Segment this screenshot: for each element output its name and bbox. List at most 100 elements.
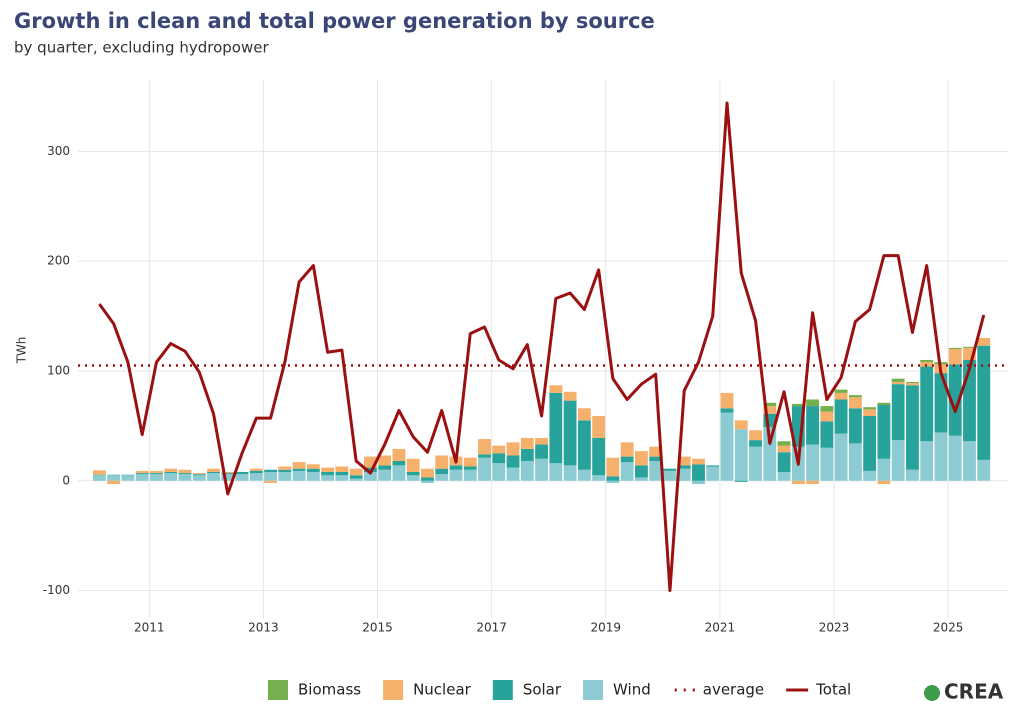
x-tick-label: 2019 xyxy=(590,621,621,635)
x-tick-label: 2017 xyxy=(476,621,507,635)
bar xyxy=(135,473,149,475)
bar xyxy=(592,437,606,476)
bar xyxy=(663,468,677,471)
bar xyxy=(335,471,349,476)
grid xyxy=(78,80,1008,618)
bar xyxy=(906,381,919,384)
legend-label: Total xyxy=(815,681,851,699)
bar xyxy=(734,480,748,482)
legend-label: Nuclear xyxy=(413,681,472,699)
bar xyxy=(363,456,377,468)
bar xyxy=(92,475,106,481)
bar xyxy=(791,403,805,407)
legend-swatch xyxy=(583,680,604,700)
bar xyxy=(563,400,577,466)
bar xyxy=(192,474,206,476)
bar xyxy=(449,469,463,481)
bar xyxy=(249,470,263,474)
bar xyxy=(649,446,663,457)
legend-label: Wind xyxy=(613,681,651,699)
bar xyxy=(720,392,734,409)
bar xyxy=(492,463,506,481)
bar xyxy=(848,395,862,398)
bar xyxy=(891,384,905,441)
bar xyxy=(306,464,320,469)
bar xyxy=(435,474,449,481)
bar xyxy=(421,480,434,483)
bar xyxy=(706,466,720,481)
bar xyxy=(164,468,178,472)
y-tick-label: 100 xyxy=(47,363,70,377)
bar xyxy=(848,408,862,444)
bar xyxy=(463,466,477,470)
bar xyxy=(606,457,620,477)
bar xyxy=(934,373,948,433)
bar xyxy=(592,415,606,438)
line xyxy=(98,101,986,593)
bar xyxy=(806,406,820,445)
bar xyxy=(264,471,277,481)
bar xyxy=(221,474,235,481)
bar xyxy=(435,468,449,475)
bar xyxy=(734,429,748,481)
bar xyxy=(877,404,891,459)
bar xyxy=(221,471,235,474)
bar xyxy=(649,456,663,461)
bar xyxy=(620,462,634,481)
bar xyxy=(121,474,135,476)
bar xyxy=(463,457,477,467)
x-tick-label: 2025 xyxy=(933,621,964,635)
bar xyxy=(378,455,392,466)
bar xyxy=(791,480,805,485)
logo-text: CREA xyxy=(944,680,1004,704)
bar xyxy=(221,473,235,475)
legend-label: Solar xyxy=(523,681,562,699)
x-tick-label: 2021 xyxy=(705,621,736,635)
bar xyxy=(763,426,777,481)
bar xyxy=(421,477,434,481)
bar xyxy=(135,474,149,481)
bar xyxy=(378,469,392,481)
bar xyxy=(777,445,791,453)
bar xyxy=(820,421,834,448)
bar xyxy=(963,441,976,481)
bar xyxy=(535,444,548,459)
bar xyxy=(406,471,420,476)
bar xyxy=(292,468,306,471)
bar xyxy=(150,473,163,475)
bar xyxy=(292,462,306,469)
bar xyxy=(906,385,919,470)
bar xyxy=(577,469,591,481)
bar xyxy=(692,458,705,465)
bar xyxy=(478,439,491,455)
bar xyxy=(777,471,791,481)
bar xyxy=(178,473,192,475)
bar xyxy=(549,385,563,393)
logo: CREA xyxy=(924,680,1004,704)
x-tick-label: 2015 xyxy=(362,621,393,635)
bar xyxy=(207,471,220,474)
bar xyxy=(920,366,934,442)
bar xyxy=(107,475,121,481)
bar xyxy=(777,452,791,472)
logo-mark xyxy=(924,685,940,701)
bar xyxy=(948,347,962,349)
bar xyxy=(335,466,349,472)
bar xyxy=(549,392,563,464)
chart-subtitle: by quarter, excluding hydropower xyxy=(14,39,269,57)
legend-swatch xyxy=(383,680,404,700)
bar xyxy=(777,441,791,446)
y-tick-label: -100 xyxy=(43,583,70,597)
bar xyxy=(363,471,377,481)
bar xyxy=(891,378,905,382)
bar xyxy=(107,480,121,485)
bar xyxy=(820,406,834,412)
bar xyxy=(378,465,392,470)
bar xyxy=(535,437,548,445)
legend-swatch xyxy=(268,680,288,700)
bar xyxy=(449,465,463,470)
bar xyxy=(278,471,292,481)
bar xyxy=(264,469,277,472)
bar xyxy=(563,391,577,401)
bar xyxy=(235,474,249,481)
